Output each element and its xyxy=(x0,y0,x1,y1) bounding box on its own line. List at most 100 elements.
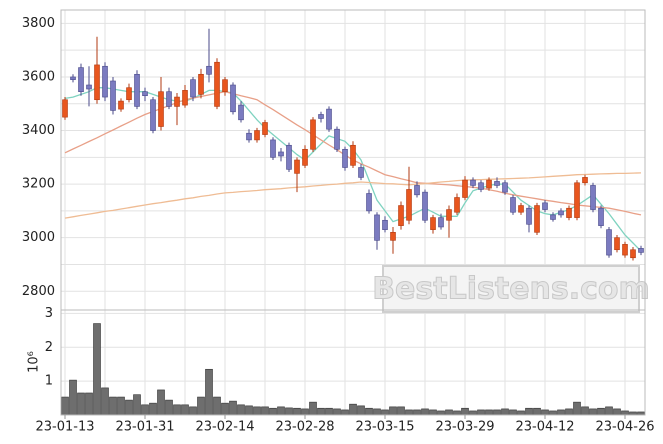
candle-body xyxy=(142,91,148,97)
volume-bar xyxy=(117,396,125,416)
volume-bar xyxy=(517,410,525,416)
volume-bar xyxy=(237,404,245,416)
candle-body xyxy=(518,205,524,213)
x-tick-label: 23-02-28 xyxy=(275,420,334,435)
candle-body xyxy=(342,148,348,168)
candle-body xyxy=(302,148,308,166)
candle-body xyxy=(230,84,236,113)
volume-bar xyxy=(221,402,229,416)
candle-body xyxy=(294,159,300,174)
candle-body xyxy=(62,99,68,118)
x-tick-label: 23-04-12 xyxy=(515,420,574,435)
volume-bar xyxy=(453,410,461,416)
candle-body xyxy=(214,61,220,107)
candle-body xyxy=(430,217,436,230)
candle-body xyxy=(582,177,588,184)
volume-bar xyxy=(333,408,341,416)
candle-body xyxy=(134,73,140,107)
volume-bar xyxy=(349,403,357,416)
candle-body xyxy=(638,248,644,253)
volume-bar xyxy=(525,407,533,416)
candle-body xyxy=(550,214,556,220)
volume-bar xyxy=(181,404,189,416)
candle-body xyxy=(486,179,492,189)
volume-bar xyxy=(125,399,133,416)
volume-bar xyxy=(317,407,325,416)
volume-bar xyxy=(357,405,365,416)
candle-body xyxy=(118,100,124,110)
candle-body xyxy=(366,193,372,212)
volume-bar xyxy=(277,406,285,416)
candle-body xyxy=(422,191,428,221)
volume-bar xyxy=(389,406,397,416)
volume-bar xyxy=(261,406,269,416)
volume-bar xyxy=(341,409,349,416)
candle-body xyxy=(598,207,604,226)
volume-bar xyxy=(93,323,101,416)
watermark-box xyxy=(382,265,640,313)
y-tick-label: 1 xyxy=(45,374,53,389)
candle-body xyxy=(566,207,572,218)
candle-body xyxy=(590,185,596,210)
volume-bar xyxy=(573,401,581,416)
volume-bar xyxy=(253,406,261,416)
y-tick-label: 3600 xyxy=(22,69,55,84)
candle-body xyxy=(526,207,532,225)
volume-bar xyxy=(613,408,621,416)
watermark: BestListens.com xyxy=(372,272,650,307)
candle-body xyxy=(102,65,108,98)
volume-bar xyxy=(293,407,301,416)
volume-bar xyxy=(581,406,589,416)
volume-bar xyxy=(325,407,333,416)
x-tick-label: 23-03-15 xyxy=(355,420,414,435)
volume-bar xyxy=(429,409,437,416)
candle-body xyxy=(534,205,540,233)
candle-body xyxy=(606,229,612,256)
volume-bar xyxy=(213,396,221,416)
volume-bar xyxy=(461,407,469,416)
volume-bar xyxy=(605,406,613,416)
volume-bar xyxy=(477,409,485,416)
candle-body xyxy=(630,249,636,259)
candle-body xyxy=(270,139,276,158)
candle-body xyxy=(494,181,500,186)
volume-bar xyxy=(141,404,149,416)
watermark-layer: BestListens.com xyxy=(372,265,650,313)
volume-bar xyxy=(61,396,69,416)
candle-body xyxy=(510,197,516,213)
candle-body xyxy=(374,214,380,241)
candle-body xyxy=(206,65,212,75)
volume-bar xyxy=(445,409,453,416)
candle-body xyxy=(390,232,396,241)
volume-bar xyxy=(309,401,317,416)
volume-bar xyxy=(549,410,557,416)
volume-bar xyxy=(621,410,629,416)
y-tick-label: 2 xyxy=(45,340,53,355)
x-tick-label: 23-01-13 xyxy=(35,420,94,435)
volume-bar xyxy=(197,396,205,416)
candle-body xyxy=(246,132,252,141)
volume-bar xyxy=(69,379,77,416)
volume-bar xyxy=(565,408,573,416)
candle-body xyxy=(614,237,620,251)
candle-body xyxy=(286,144,292,170)
candle-body xyxy=(310,119,316,150)
volume-bar xyxy=(157,389,165,416)
marks-layer xyxy=(61,28,645,416)
volume-bar xyxy=(533,407,541,416)
candle-body xyxy=(574,182,580,218)
candle-body xyxy=(462,179,468,198)
volume-bar xyxy=(469,410,477,416)
y-tick-label: 3800 xyxy=(22,16,55,31)
volume-bar xyxy=(133,394,141,416)
candle-body xyxy=(86,84,92,90)
volume-bar xyxy=(413,409,421,416)
volume-bar xyxy=(245,405,253,416)
candle-body xyxy=(446,209,452,221)
candle-body xyxy=(502,182,508,193)
y-tick-label: 3 xyxy=(45,306,53,321)
x-tick-label: 23-02-14 xyxy=(195,420,254,435)
candle-body xyxy=(438,217,444,228)
volume-bar xyxy=(85,392,93,416)
